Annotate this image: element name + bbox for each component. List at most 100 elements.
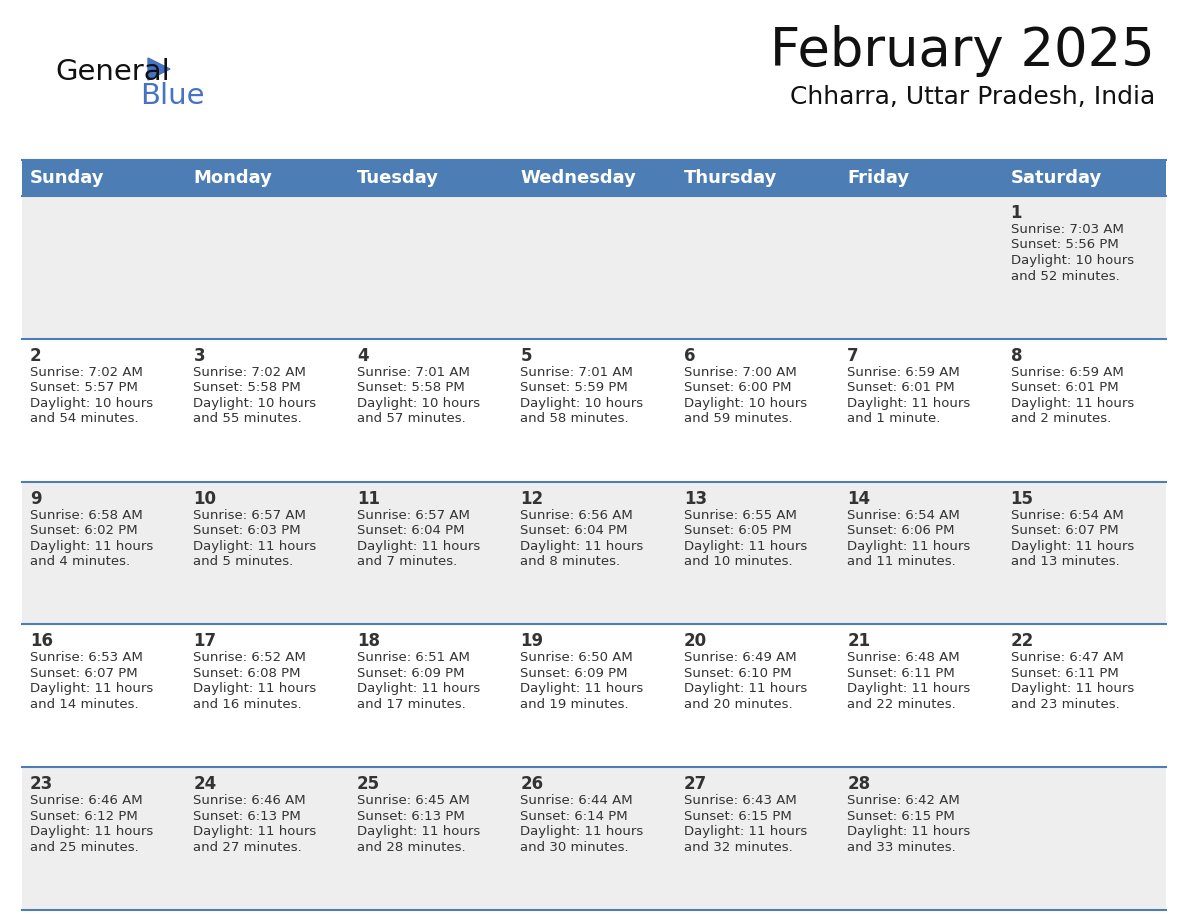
Text: Sunrise: 6:55 AM: Sunrise: 6:55 AM	[684, 509, 797, 521]
Text: and 57 minutes.: and 57 minutes.	[356, 412, 466, 425]
Text: and 52 minutes.: and 52 minutes.	[1011, 270, 1119, 283]
Text: Saturday: Saturday	[1011, 169, 1101, 187]
Text: and 58 minutes.: and 58 minutes.	[520, 412, 628, 425]
Text: Sunset: 5:56 PM: Sunset: 5:56 PM	[1011, 239, 1118, 252]
Text: Sunrise: 6:57 AM: Sunrise: 6:57 AM	[356, 509, 469, 521]
Text: and 22 minutes.: and 22 minutes.	[847, 698, 956, 711]
Text: Daylight: 10 hours: Daylight: 10 hours	[1011, 254, 1133, 267]
Text: Sunrise: 6:45 AM: Sunrise: 6:45 AM	[356, 794, 469, 807]
Text: and 17 minutes.: and 17 minutes.	[356, 698, 466, 711]
Text: Sunset: 6:01 PM: Sunset: 6:01 PM	[1011, 381, 1118, 395]
Text: Daylight: 10 hours: Daylight: 10 hours	[356, 397, 480, 409]
Text: 25: 25	[356, 775, 380, 793]
Text: Sunrise: 6:47 AM: Sunrise: 6:47 AM	[1011, 652, 1124, 665]
Text: Sunday: Sunday	[30, 169, 105, 187]
Text: Daylight: 11 hours: Daylight: 11 hours	[520, 682, 644, 696]
Text: Sunrise: 6:43 AM: Sunrise: 6:43 AM	[684, 794, 796, 807]
Text: 14: 14	[847, 489, 871, 508]
Text: 7: 7	[847, 347, 859, 364]
Text: and 30 minutes.: and 30 minutes.	[520, 841, 628, 854]
Text: Sunset: 6:00 PM: Sunset: 6:00 PM	[684, 381, 791, 395]
Text: 9: 9	[30, 489, 42, 508]
Text: Sunrise: 6:42 AM: Sunrise: 6:42 AM	[847, 794, 960, 807]
Text: Sunset: 5:57 PM: Sunset: 5:57 PM	[30, 381, 138, 395]
Text: 8: 8	[1011, 347, 1022, 364]
Text: 19: 19	[520, 633, 543, 650]
Text: and 54 minutes.: and 54 minutes.	[30, 412, 139, 425]
Text: 22: 22	[1011, 633, 1034, 650]
Text: Sunrise: 7:02 AM: Sunrise: 7:02 AM	[30, 365, 143, 379]
Text: Sunrise: 6:48 AM: Sunrise: 6:48 AM	[847, 652, 960, 665]
Text: Sunset: 5:59 PM: Sunset: 5:59 PM	[520, 381, 628, 395]
Bar	[23, 624, 1165, 767]
Text: 3: 3	[194, 347, 206, 364]
Text: Sunrise: 6:50 AM: Sunrise: 6:50 AM	[520, 652, 633, 665]
Text: Sunrise: 6:51 AM: Sunrise: 6:51 AM	[356, 652, 469, 665]
Text: Daylight: 11 hours: Daylight: 11 hours	[847, 825, 971, 838]
Bar	[23, 196, 1165, 339]
Text: Sunset: 6:12 PM: Sunset: 6:12 PM	[30, 810, 138, 823]
Text: Daylight: 11 hours: Daylight: 11 hours	[1011, 682, 1133, 696]
Text: and 1 minute.: and 1 minute.	[847, 412, 941, 425]
Text: Daylight: 11 hours: Daylight: 11 hours	[684, 825, 807, 838]
Text: Sunrise: 6:46 AM: Sunrise: 6:46 AM	[194, 794, 307, 807]
Text: Sunset: 6:11 PM: Sunset: 6:11 PM	[1011, 666, 1118, 680]
Bar	[23, 482, 1165, 624]
Text: Sunrise: 6:54 AM: Sunrise: 6:54 AM	[847, 509, 960, 521]
Text: 17: 17	[194, 633, 216, 650]
Text: Sunset: 6:13 PM: Sunset: 6:13 PM	[356, 810, 465, 823]
Text: Sunrise: 6:56 AM: Sunrise: 6:56 AM	[520, 509, 633, 521]
Text: 18: 18	[356, 633, 380, 650]
Text: 28: 28	[847, 775, 871, 793]
Text: Daylight: 11 hours: Daylight: 11 hours	[520, 540, 644, 553]
Text: Sunrise: 6:59 AM: Sunrise: 6:59 AM	[1011, 365, 1124, 379]
Text: Sunset: 6:07 PM: Sunset: 6:07 PM	[30, 666, 138, 680]
Text: and 13 minutes.: and 13 minutes.	[1011, 555, 1119, 568]
Text: Daylight: 11 hours: Daylight: 11 hours	[194, 682, 317, 696]
Text: and 27 minutes.: and 27 minutes.	[194, 841, 302, 854]
Text: Sunset: 6:10 PM: Sunset: 6:10 PM	[684, 666, 791, 680]
Text: Sunset: 6:09 PM: Sunset: 6:09 PM	[520, 666, 627, 680]
Text: Sunset: 5:58 PM: Sunset: 5:58 PM	[194, 381, 302, 395]
Text: and 19 minutes.: and 19 minutes.	[520, 698, 628, 711]
Text: and 4 minutes.: and 4 minutes.	[30, 555, 131, 568]
Text: Sunrise: 6:49 AM: Sunrise: 6:49 AM	[684, 652, 796, 665]
Text: General: General	[55, 58, 170, 86]
Text: Sunset: 6:09 PM: Sunset: 6:09 PM	[356, 666, 465, 680]
Text: 10: 10	[194, 489, 216, 508]
Text: Sunrise: 7:03 AM: Sunrise: 7:03 AM	[1011, 223, 1124, 236]
Text: Sunset: 6:14 PM: Sunset: 6:14 PM	[520, 810, 628, 823]
Text: and 2 minutes.: and 2 minutes.	[1011, 412, 1111, 425]
Text: and 10 minutes.: and 10 minutes.	[684, 555, 792, 568]
Text: Daylight: 11 hours: Daylight: 11 hours	[30, 825, 153, 838]
Polygon shape	[148, 58, 170, 80]
Text: Sunset: 6:02 PM: Sunset: 6:02 PM	[30, 524, 138, 537]
Text: Sunset: 5:58 PM: Sunset: 5:58 PM	[356, 381, 465, 395]
Text: and 7 minutes.: and 7 minutes.	[356, 555, 457, 568]
Text: Daylight: 10 hours: Daylight: 10 hours	[30, 397, 153, 409]
Text: Sunrise: 6:59 AM: Sunrise: 6:59 AM	[847, 365, 960, 379]
Text: 12: 12	[520, 489, 543, 508]
Text: Sunset: 6:13 PM: Sunset: 6:13 PM	[194, 810, 302, 823]
Text: Sunrise: 6:58 AM: Sunrise: 6:58 AM	[30, 509, 143, 521]
Text: Sunset: 6:15 PM: Sunset: 6:15 PM	[847, 810, 955, 823]
Text: Thursday: Thursday	[684, 169, 777, 187]
Text: Sunset: 6:11 PM: Sunset: 6:11 PM	[847, 666, 955, 680]
Text: Daylight: 11 hours: Daylight: 11 hours	[194, 825, 317, 838]
Text: Sunrise: 7:02 AM: Sunrise: 7:02 AM	[194, 365, 307, 379]
Bar	[23, 339, 1165, 482]
Text: Sunset: 6:03 PM: Sunset: 6:03 PM	[194, 524, 301, 537]
Text: Sunset: 6:04 PM: Sunset: 6:04 PM	[520, 524, 627, 537]
Text: Daylight: 11 hours: Daylight: 11 hours	[356, 540, 480, 553]
Text: Sunset: 6:15 PM: Sunset: 6:15 PM	[684, 810, 791, 823]
Text: 24: 24	[194, 775, 216, 793]
Text: 15: 15	[1011, 489, 1034, 508]
Text: Chharra, Uttar Pradesh, India: Chharra, Uttar Pradesh, India	[790, 85, 1155, 109]
Text: Blue: Blue	[140, 82, 204, 110]
Text: Sunset: 6:08 PM: Sunset: 6:08 PM	[194, 666, 301, 680]
Text: Daylight: 11 hours: Daylight: 11 hours	[847, 397, 971, 409]
Text: Sunset: 6:01 PM: Sunset: 6:01 PM	[847, 381, 955, 395]
Text: and 55 minutes.: and 55 minutes.	[194, 412, 302, 425]
Text: Friday: Friday	[847, 169, 909, 187]
Text: 4: 4	[356, 347, 368, 364]
